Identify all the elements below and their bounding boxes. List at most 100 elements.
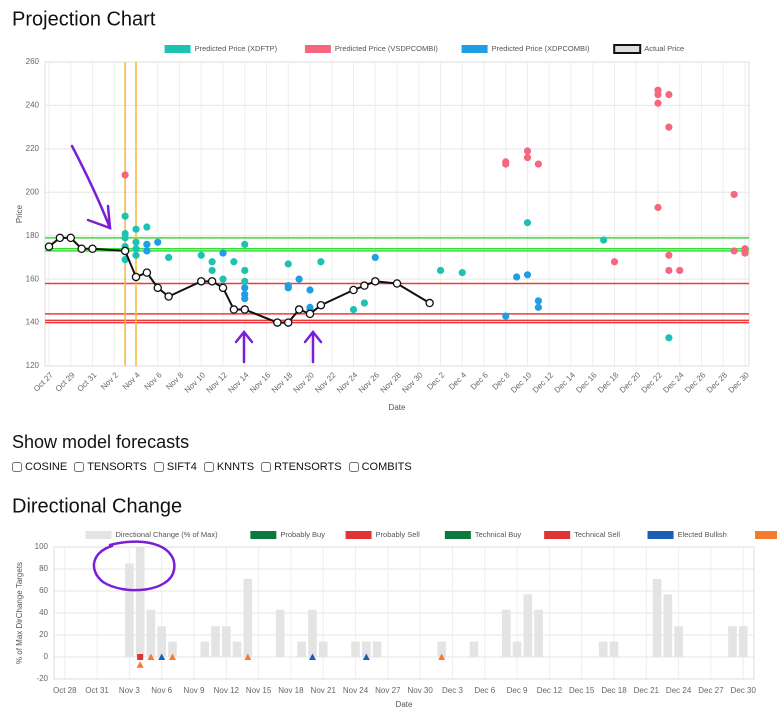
bar bbox=[728, 626, 737, 657]
x-tick-label: Oct 31 bbox=[75, 370, 98, 393]
y-tick-label: 60 bbox=[39, 586, 48, 595]
checkbox-label: COMBITS bbox=[361, 461, 412, 473]
x-tick-label: Dec 27 bbox=[698, 686, 724, 695]
x-tick-label: Dec 6 bbox=[474, 686, 495, 695]
bar bbox=[598, 641, 608, 657]
x-tick-label: Nov 16 bbox=[248, 370, 273, 395]
data-point bbox=[284, 282, 292, 290]
price-point bbox=[142, 268, 152, 277]
bar bbox=[157, 626, 166, 657]
legend-swatch bbox=[164, 45, 191, 53]
bar bbox=[168, 641, 177, 657]
checkbox[interactable] bbox=[153, 462, 164, 472]
x-tick-label: Nov 4 bbox=[121, 370, 143, 392]
legend-label: Predicted Price (VSDPCOMBI) bbox=[335, 44, 438, 53]
legend-label: Elected Bullish bbox=[678, 530, 727, 539]
x-tick-label: Nov 2 bbox=[99, 370, 121, 392]
checkbox-option[interactable]: TENSORTS bbox=[74, 461, 147, 473]
x-tick-label: Dec 20 bbox=[618, 370, 643, 395]
checkbox-option[interactable]: SIFT4 bbox=[153, 461, 197, 473]
price-point bbox=[207, 277, 217, 286]
x-tick-label: Oct 29 bbox=[54, 370, 77, 393]
data-point bbox=[121, 212, 129, 220]
bar bbox=[469, 641, 479, 657]
x-tick-label: Nov 24 bbox=[343, 686, 369, 695]
data-point bbox=[241, 295, 249, 303]
bar bbox=[318, 641, 328, 657]
bar bbox=[609, 641, 619, 657]
bar bbox=[200, 641, 210, 657]
bar bbox=[663, 594, 673, 657]
legend-swatch bbox=[444, 531, 471, 539]
data-point bbox=[654, 203, 662, 212]
checkbox[interactable] bbox=[261, 462, 272, 472]
y-tick-label: 100 bbox=[35, 542, 49, 551]
signal-marker bbox=[308, 653, 316, 660]
checkbox-option[interactable]: RTENSORTS bbox=[261, 461, 342, 473]
data-point bbox=[132, 251, 140, 259]
data-point bbox=[654, 90, 662, 99]
price-point bbox=[66, 233, 76, 243]
x-tick-label: Nov 14 bbox=[226, 370, 251, 395]
x-tick-label: Nov 6 bbox=[143, 370, 165, 392]
legend-label: Predicted Price (XDFTP) bbox=[195, 44, 278, 53]
data-point bbox=[436, 266, 445, 275]
checkbox-option[interactable]: COSINE bbox=[12, 461, 67, 473]
y-axis-title: Price bbox=[15, 204, 24, 223]
bar bbox=[351, 641, 360, 657]
data-point bbox=[523, 271, 532, 279]
price-point bbox=[425, 298, 434, 308]
bar bbox=[211, 626, 220, 657]
signal-marker bbox=[438, 653, 446, 660]
checkbox[interactable] bbox=[12, 462, 22, 472]
legend-label: Probably Sell bbox=[376, 530, 421, 539]
data-point bbox=[534, 303, 542, 311]
annotations bbox=[70, 144, 323, 592]
legend-label: Directional Change (% of Max) bbox=[115, 530, 218, 539]
x-tick-label: Dec 14 bbox=[553, 370, 578, 395]
data-point bbox=[676, 266, 684, 275]
price-point bbox=[196, 277, 206, 286]
y-tick-label: 200 bbox=[26, 187, 40, 196]
x-tick-label: Dec 24 bbox=[666, 686, 692, 695]
y-tick-label: 80 bbox=[39, 564, 48, 573]
y-axis-title: % of Max DirChange Targets bbox=[15, 562, 24, 664]
price-point bbox=[349, 285, 358, 295]
x-tick-label: Dec 12 bbox=[537, 686, 563, 695]
price-point bbox=[240, 305, 249, 314]
x-tick-label: Oct 31 bbox=[85, 686, 109, 695]
checkbox-option[interactable]: COMBITS bbox=[348, 461, 412, 473]
x-tick-label: Nov 12 bbox=[214, 686, 240, 695]
data-point bbox=[317, 258, 325, 266]
x-tick-label: Dec 3 bbox=[442, 686, 463, 695]
checkbox[interactable] bbox=[348, 462, 359, 472]
x-tick-label: Dec 2 bbox=[425, 370, 447, 392]
signal-marker bbox=[362, 653, 370, 660]
data-point bbox=[665, 334, 673, 342]
data-point bbox=[241, 240, 249, 248]
checkbox-option[interactable]: KNNTS bbox=[203, 461, 254, 473]
bar bbox=[232, 641, 242, 657]
checkbox[interactable] bbox=[203, 462, 214, 472]
data-point bbox=[458, 269, 466, 277]
data-point bbox=[665, 266, 673, 275]
price-point bbox=[153, 283, 162, 293]
bar bbox=[222, 626, 231, 657]
data-point bbox=[132, 238, 140, 246]
y-tick-label: 260 bbox=[26, 57, 40, 66]
bar bbox=[502, 609, 511, 657]
price-point bbox=[120, 246, 130, 256]
x-tick-label: Nov 15 bbox=[246, 686, 272, 695]
bar bbox=[362, 641, 371, 657]
checkbox[interactable] bbox=[74, 462, 85, 472]
signal-marker bbox=[158, 653, 166, 660]
price-point bbox=[305, 309, 315, 319]
bar bbox=[523, 594, 533, 657]
x-tick-label: Dec 21 bbox=[634, 686, 660, 695]
price-point bbox=[273, 318, 282, 327]
bar bbox=[437, 641, 446, 657]
legend-swatch bbox=[755, 531, 777, 539]
bar bbox=[297, 641, 306, 657]
x-tick-label: Nov 30 bbox=[400, 370, 425, 395]
